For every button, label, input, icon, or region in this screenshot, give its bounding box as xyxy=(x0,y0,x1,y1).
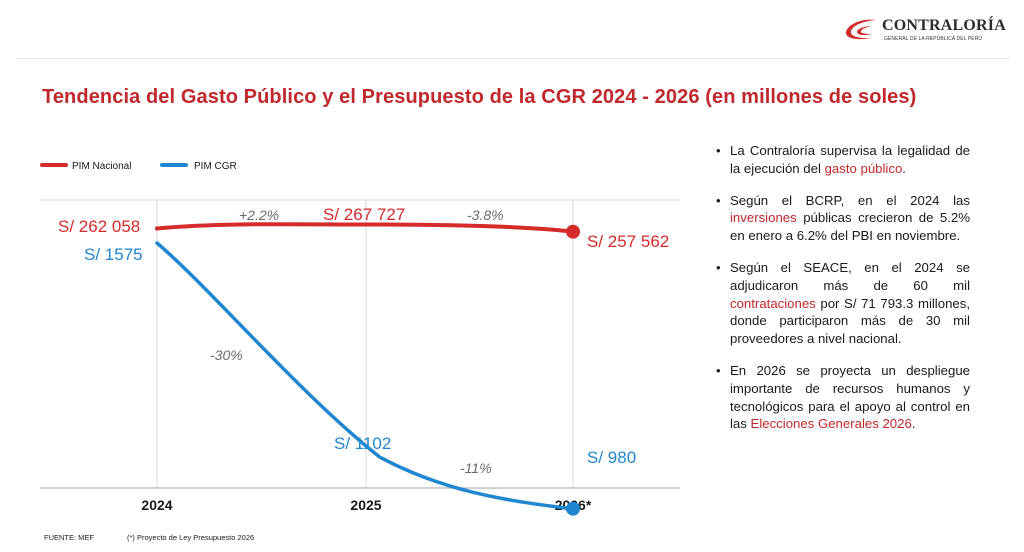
value-label-pim-cgr-2025: S/ 1102 xyxy=(334,434,391,453)
logo-name: CONTRALORÍA xyxy=(882,17,1006,34)
value-label-pim-nacional-2026: S/ 257 562 xyxy=(587,232,669,251)
bullet-text: En 2026 se proyecta un despliegue import… xyxy=(730,362,970,432)
footer-note: (*) Proyecto de Ley Presupuesto 2026 xyxy=(127,533,255,542)
bullet-highlight: gasto público xyxy=(824,160,903,176)
change-label-pim-nacional-2025-2026: -3.8% xyxy=(467,207,504,223)
series-line-pim-nacional xyxy=(155,222,575,234)
bullet-item: • La Contraloría supervisa la legalidad d… xyxy=(716,142,970,178)
bullet-highlight: inversiones xyxy=(730,210,797,226)
data-point-pim-cgr-2026 xyxy=(566,501,580,516)
header-divider xyxy=(16,58,1010,59)
bullet-list: • La Contraloría supervisa la legalidad d… xyxy=(716,142,970,447)
data-point-pim-nacional-2026 xyxy=(566,224,580,239)
logo-subtitle: GENERAL DE LA REPÚBLICA DEL PERÚ xyxy=(884,36,983,42)
bullet-text: . xyxy=(911,416,916,432)
footer-source: FUENTE: MEF xyxy=(44,533,94,542)
value-label-pim-cgr-2026: S/ 980 xyxy=(587,448,636,467)
bullet-text: públicas crecieron de 5.2% en enero a 6.… xyxy=(730,210,970,244)
value-label-pim-cgr-2024: S/ 1575 xyxy=(84,245,143,264)
bullet-marker: • xyxy=(716,192,721,208)
bullet-item: • En 2026 se proyecta un despliegue impor… xyxy=(716,362,970,433)
legend-label-pim-cgr: PIM CGR xyxy=(194,161,237,172)
bullet-text: Según el SEACE, en el 2024 se adjudicaro… xyxy=(730,259,970,293)
logo-swoosh-icon xyxy=(845,19,876,40)
bullet-item: • Según el SEACE, en el 2024 se adjudicar… xyxy=(716,259,970,348)
x-tick-label: 2024 xyxy=(141,497,172,513)
bullet-highlight: contrataciones xyxy=(730,295,816,311)
bullet-text: por S/ 71 793.3 millones, donde particip… xyxy=(730,295,970,347)
x-tick-label: 2025 xyxy=(350,497,381,513)
bullet-highlight: Elecciones Generales 2026 xyxy=(750,416,912,432)
bullet-item: • Según el BCRP, en el 2024 las inversion… xyxy=(716,192,970,245)
value-label-pim-nacional-2024: S/ 262 058 xyxy=(58,217,140,236)
value-label-pim-nacional-2025: S/ 267 727 xyxy=(323,205,405,224)
page-title: Tendencia del Gasto Público y el Presupu… xyxy=(42,86,917,108)
legend-label-pim-nacional: PIM Nacional xyxy=(72,161,131,172)
contraloria-logo: CONTRALORÍA GENERAL DE LA REPÚBLICA DEL … xyxy=(842,14,1006,46)
bullet-marker: • xyxy=(716,362,721,378)
bullet-marker: • xyxy=(716,143,721,158)
change-label-pim-cgr-2025-2026: -11% xyxy=(460,460,492,476)
bullet-marker: • xyxy=(716,259,721,275)
bullet-text: Según el BCRP, en el 2024 las xyxy=(730,192,970,208)
change-label-pim-cgr-2024-2025: -30% xyxy=(210,347,243,363)
bullet-text: La Contraloría supervisa la legalidad de… xyxy=(730,143,970,176)
change-label-pim-nacional-2024-2025: +2.2% xyxy=(239,207,279,223)
series-line-pim-cgr xyxy=(155,241,575,511)
bullet-text: . xyxy=(902,160,906,176)
